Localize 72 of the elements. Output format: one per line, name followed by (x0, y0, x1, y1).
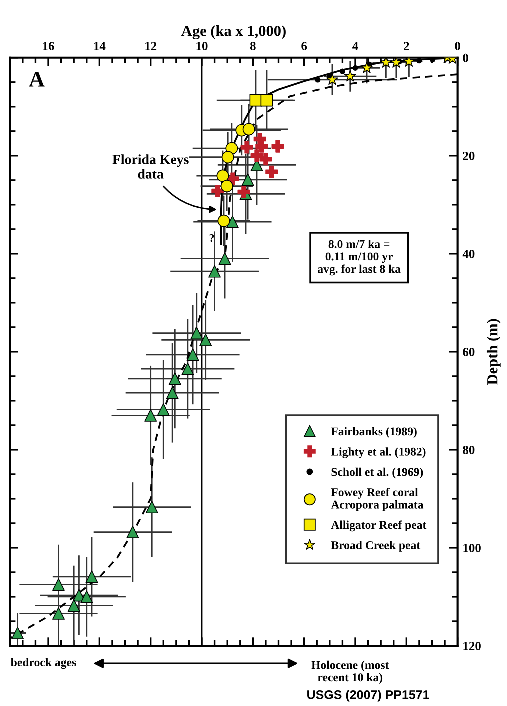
x-tick-label: 4 (352, 42, 358, 50)
point (182, 362, 194, 376)
point (216, 170, 230, 182)
annotation: Florida Keys data (112, 154, 189, 179)
point (326, 74, 338, 86)
legend-label: Alligator Reef peat (331, 520, 427, 532)
text: USGS (2007) PP1571 (308, 690, 430, 702)
annotation: A (29, 72, 45, 87)
point (226, 216, 239, 228)
text: Holocene (most recent 10 ka) (312, 660, 390, 684)
point (186, 348, 200, 362)
point (218, 252, 232, 266)
legend-label: Fowey Reef coral Acropora palmata (331, 488, 424, 512)
legend-label: Fairbanks (1989) (331, 427, 417, 438)
x-tick-label: 14 (94, 42, 106, 50)
point (380, 58, 392, 68)
point (340, 68, 346, 74)
point (86, 570, 98, 584)
x-tick-label: 6 (302, 42, 308, 50)
point (403, 58, 416, 67)
x-tick-label: 16 (43, 42, 54, 50)
point (222, 151, 234, 164)
y-tick-label: 40 (462, 250, 475, 258)
point (250, 150, 264, 162)
point (260, 94, 274, 107)
x-axis-title: Age (ka x 1,000) (182, 26, 286, 40)
point (242, 123, 256, 136)
y-tick-label: 0 (463, 54, 468, 62)
point (361, 62, 373, 74)
point (157, 404, 170, 416)
point (272, 140, 284, 153)
point (240, 141, 254, 154)
x-tick-label: 10 (196, 42, 208, 50)
x-tick-label: 2 (404, 42, 410, 50)
point (166, 386, 179, 400)
text: bedrock ages (11, 658, 76, 670)
point (80, 590, 94, 604)
point (344, 70, 356, 82)
legend-label: Broad Creek peat (331, 541, 421, 552)
x-tick-label: 0 (455, 42, 460, 50)
point (52, 578, 65, 591)
point (208, 265, 222, 278)
point (144, 409, 158, 422)
point (315, 77, 321, 83)
y-axis-title: Depth (m) (486, 319, 501, 385)
point (242, 174, 254, 186)
point (256, 140, 268, 153)
point (146, 501, 158, 514)
point (68, 600, 80, 612)
point (352, 65, 358, 72)
x-tick-label: 12 (146, 42, 157, 50)
y-tick-label: 100 (464, 544, 481, 552)
point (52, 607, 65, 620)
point (200, 334, 212, 346)
point (168, 372, 182, 386)
y-tick-label: 20 (463, 152, 475, 160)
y-tick-label: 120 (464, 642, 481, 650)
legend-label: Scholl et al. (1969) (332, 468, 424, 479)
annotation: 8.0 m/7 ka = 0.11 m/100 yr avg. for last 8 ka (318, 240, 401, 276)
point (126, 526, 140, 539)
y-tick-label: 80 (463, 446, 475, 454)
point (220, 180, 234, 193)
point (390, 58, 402, 68)
y-tick-label: 60 (463, 348, 475, 356)
point (260, 153, 272, 166)
point (12, 627, 24, 640)
point (266, 166, 278, 178)
point (218, 214, 230, 228)
point (190, 327, 204, 340)
x-tick-label: 8 (250, 42, 256, 50)
point (212, 184, 224, 198)
legend-label: Lighty et al. (1982) (331, 448, 426, 458)
